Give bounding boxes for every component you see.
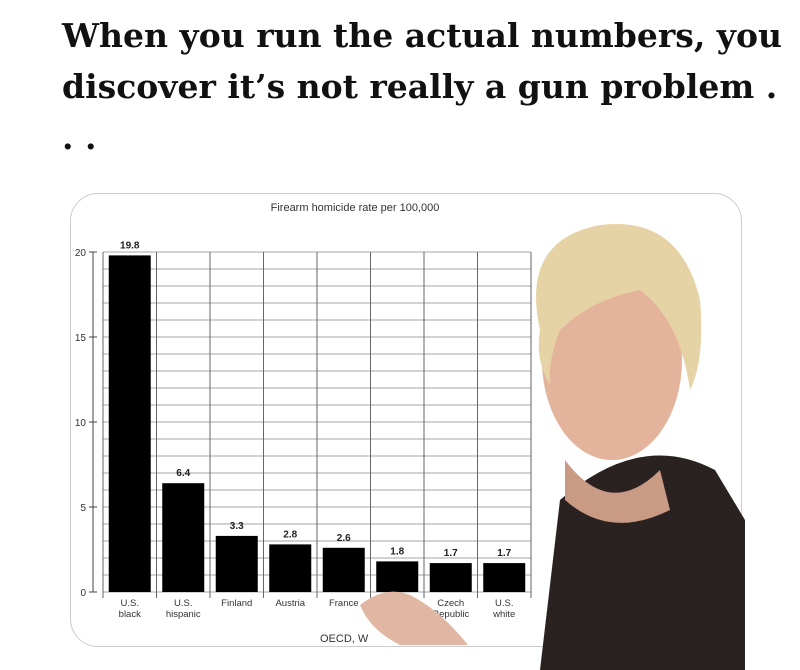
bar (429, 563, 472, 592)
x-tick-label: U.S. (495, 598, 513, 609)
chart-title: Firearm homicide rate per 100,000 (271, 202, 440, 214)
bar (215, 535, 258, 592)
x-tick-label: U.S. (174, 598, 192, 609)
x-tick-label: hispanic (166, 609, 201, 620)
bar (108, 255, 151, 592)
data-label: 1.7 (444, 548, 458, 559)
bar (162, 483, 205, 592)
x-tick-label: black (119, 609, 141, 620)
y-tick-label: 5 (80, 503, 86, 514)
x-tick-label: Republic (432, 609, 469, 620)
caption: When you run the actual numbers, you dis… (62, 16, 782, 157)
y-tick-label: 0 (80, 588, 86, 599)
bar (322, 547, 365, 592)
data-label: 19.8 (120, 240, 140, 251)
data-label: 1.8 (390, 546, 404, 557)
bar (269, 544, 312, 592)
chart-source: OECD, W (320, 633, 369, 645)
y-tick-label: 20 (75, 248, 87, 259)
data-label: 3.3 (230, 521, 244, 532)
x-tick-label: white (492, 609, 515, 620)
bar (483, 563, 526, 592)
data-label: 2.6 (337, 533, 351, 544)
x-tick-label: Austria (275, 598, 305, 609)
data-label: 6.4 (176, 468, 190, 479)
data-label: 2.8 (283, 529, 297, 540)
bar (376, 561, 419, 592)
data-label: 1.7 (497, 548, 511, 559)
y-tick-label: 15 (75, 333, 87, 344)
x-tick-label: Czech (437, 598, 464, 609)
x-tick-label: France (329, 598, 359, 609)
y-tick-label: 10 (75, 418, 87, 429)
person-image (360, 223, 745, 670)
x-tick-label: U.S. (121, 598, 139, 609)
x-tick-label: Finland (221, 598, 252, 609)
